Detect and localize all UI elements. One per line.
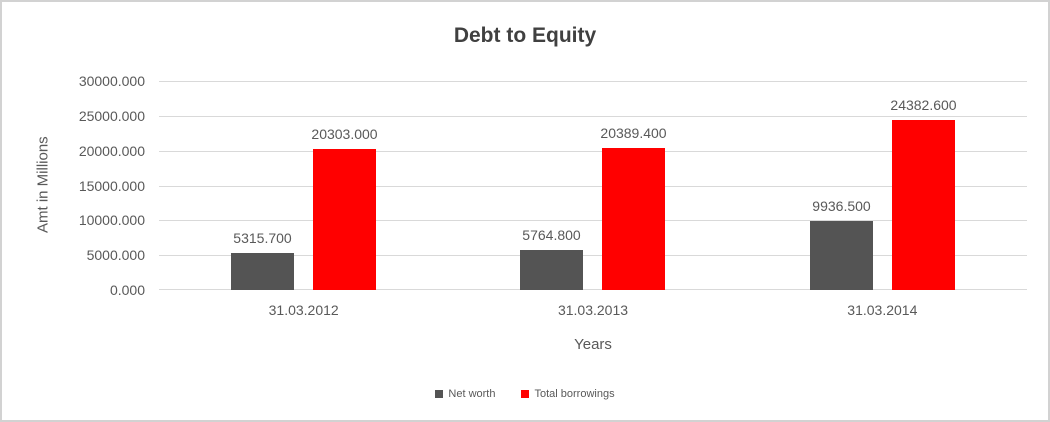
bar-data-label: 20303.000 bbox=[311, 126, 378, 142]
bar-group: 5315.700 20303.000 bbox=[159, 81, 448, 290]
y-tick-label: 30000.000 bbox=[78, 73, 145, 89]
x-axis-category-labels: 31.03.2012 31.03.2013 31.03.2014 bbox=[159, 302, 1027, 318]
bar-data-label: 5764.800 bbox=[522, 227, 581, 243]
legend-swatch-icon bbox=[521, 390, 530, 398]
x-axis-title: Years bbox=[574, 336, 612, 353]
y-tick-label: 25000.000 bbox=[78, 108, 145, 124]
gridline bbox=[159, 81, 1027, 82]
y-tick-label: 20000.000 bbox=[78, 143, 145, 159]
x-category-label: 31.03.2013 bbox=[557, 302, 629, 318]
x-category-label: 31.03.2012 bbox=[268, 302, 339, 318]
chart-title: Debt to Equity bbox=[453, 24, 597, 47]
y-tick-label: 5000.000 bbox=[86, 247, 145, 263]
bar-total-borrowings: 24382.600 bbox=[890, 97, 957, 290]
y-tick-label: 10000.000 bbox=[78, 212, 145, 228]
gridline bbox=[159, 255, 1027, 256]
gridline bbox=[159, 186, 1027, 187]
gridline bbox=[159, 116, 1027, 117]
bar-data-label: 20389.400 bbox=[600, 125, 667, 141]
legend-item-total-borrowings: Total borrowings bbox=[521, 388, 615, 400]
chart-legend: Net worth Total borrowings bbox=[2, 388, 1048, 400]
bar-net-worth: 5315.700 bbox=[231, 230, 294, 290]
y-tick-label: 15000.000 bbox=[78, 178, 145, 194]
bar-net-worth: 5764.800 bbox=[520, 227, 583, 290]
legend-label: Net worth bbox=[448, 388, 496, 400]
bar-total-borrowings: 20303.000 bbox=[311, 126, 378, 290]
legend-swatch-icon bbox=[435, 390, 444, 398]
y-axis-tick-labels: 30000.000 25000.000 20000.000 15000.000 1000… bbox=[2, 73, 145, 298]
bar-data-label: 9936.500 bbox=[812, 198, 871, 214]
bar-total-borrowings: 20389.400 bbox=[600, 125, 667, 290]
gridline bbox=[159, 151, 1027, 152]
bar-group: 5764.800 20389.400 bbox=[448, 81, 737, 290]
bar-group: 9936.500 24382.600 bbox=[738, 81, 1027, 290]
y-tick-label: 0.000 bbox=[109, 282, 145, 298]
legend-label: Total borrowings bbox=[534, 388, 615, 400]
bar-net-worth: 9936.500 bbox=[810, 198, 873, 290]
gridline bbox=[159, 289, 1027, 290]
bar-data-label: 5315.700 bbox=[233, 230, 292, 246]
x-category-label: 31.03.2014 bbox=[847, 302, 918, 318]
bar-data-label: 24382.600 bbox=[890, 97, 957, 113]
legend-item-net-worth: Net worth bbox=[435, 388, 495, 400]
gridline bbox=[159, 220, 1027, 221]
plot-area: 5315.700 20303.000 5764.800 20389.400 9936.5… bbox=[159, 81, 1027, 290]
